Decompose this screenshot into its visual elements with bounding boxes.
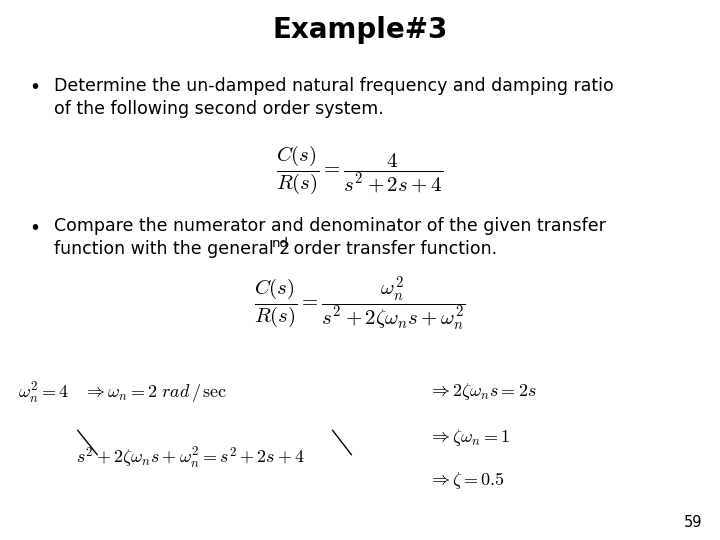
Text: $s^2 + 2\zeta\omega_n s + \omega_n^2 = s^2 + 2s + 4$: $s^2 + 2\zeta\omega_n s + \omega_n^2 = s… bbox=[76, 446, 305, 471]
Text: 59: 59 bbox=[683, 515, 702, 530]
Text: $\dfrac{C(s)}{R(s)} = \dfrac{4}{s^2 + 2s + 4}$: $\dfrac{C(s)}{R(s)} = \dfrac{4}{s^2 + 2s… bbox=[276, 143, 444, 195]
Text: $\Rightarrow 2\zeta\omega_n s = 2s$: $\Rightarrow 2\zeta\omega_n s = 2s$ bbox=[428, 381, 537, 402]
Text: •: • bbox=[29, 78, 40, 97]
Text: of the following second order system.: of the following second order system. bbox=[54, 100, 384, 118]
Text: Determine the un-damped natural frequency and damping ratio: Determine the un-damped natural frequenc… bbox=[54, 77, 613, 94]
Text: $\Rightarrow \zeta = 0.5$: $\Rightarrow \zeta = 0.5$ bbox=[428, 470, 505, 491]
Text: nd: nd bbox=[272, 237, 289, 249]
Text: $\dfrac{C(s)}{R(s)} = \dfrac{\omega_n^2}{s^2 + 2\zeta\omega_n s + \omega_n^2}$: $\dfrac{C(s)}{R(s)} = \dfrac{\omega_n^2}… bbox=[254, 275, 466, 334]
Text: •: • bbox=[29, 219, 40, 238]
Text: order transfer function.: order transfer function. bbox=[288, 240, 497, 258]
Text: $\omega_n^2 = 4 \quad \Rightarrow \omega_n = 2 \; \mathit{rad} \, /\, \mathrm{se: $\omega_n^2 = 4 \quad \Rightarrow \omega… bbox=[18, 381, 228, 406]
Text: Example#3: Example#3 bbox=[272, 16, 448, 44]
Text: Compare the numerator and denominator of the given transfer: Compare the numerator and denominator of… bbox=[54, 217, 606, 235]
Text: $\Rightarrow \zeta\omega_n = 1$: $\Rightarrow \zeta\omega_n = 1$ bbox=[428, 427, 510, 448]
Text: function with the general 2: function with the general 2 bbox=[54, 240, 290, 258]
